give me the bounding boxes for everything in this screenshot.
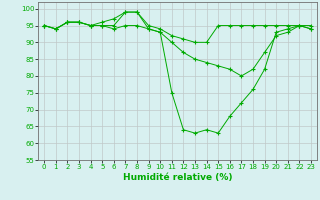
X-axis label: Humidité relative (%): Humidité relative (%): [123, 173, 232, 182]
